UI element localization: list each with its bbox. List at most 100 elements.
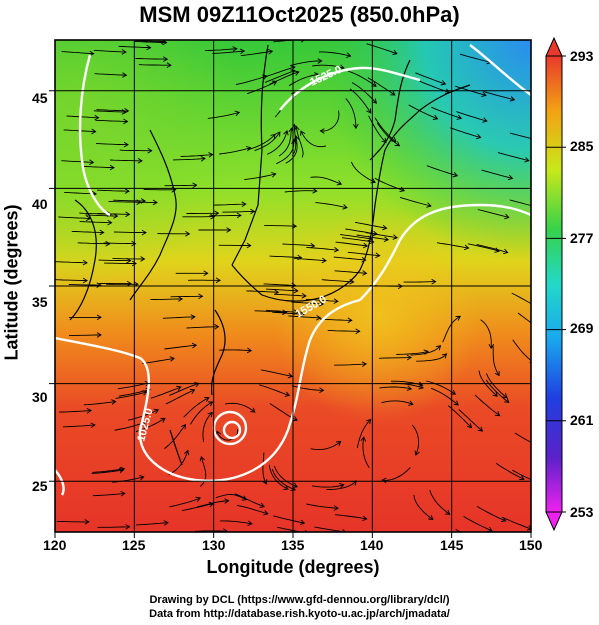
streamline — [61, 160, 94, 163]
streamline-arrow — [535, 304, 540, 308]
streamline-arrow — [208, 401, 214, 407]
streamline — [263, 283, 296, 287]
streamline-arrow — [184, 449, 190, 456]
streamline-arrow — [353, 123, 359, 130]
streamline — [319, 51, 351, 57]
streamline — [345, 98, 357, 129]
streamline-arrow — [287, 372, 294, 379]
streamline-arrow — [536, 138, 541, 143]
streamline-arrow — [166, 62, 172, 68]
streamline-arrow — [366, 108, 372, 114]
streamline — [512, 339, 531, 362]
streamline — [162, 316, 195, 319]
streamline-arrow — [440, 80, 447, 86]
streamline — [150, 298, 183, 301]
streamline — [356, 419, 371, 449]
colorbar-label-293: 293 — [570, 48, 594, 64]
streamline — [190, 401, 213, 425]
streamline — [413, 494, 434, 520]
streamline — [285, 135, 298, 164]
streamline-arrow — [234, 110, 241, 117]
streamline — [272, 311, 305, 315]
colorbar-bottom-arrow — [545, 511, 563, 532]
streamline — [485, 373, 508, 399]
streamline-arrow — [310, 242, 316, 249]
streamline — [71, 230, 104, 233]
geopotential-contours — [55, 44, 531, 496]
streamline-arrow — [152, 199, 158, 206]
streamline-arrow — [390, 90, 396, 96]
streamline-arrow — [464, 244, 470, 251]
streamline — [96, 189, 130, 192]
streamline-arrow — [284, 391, 291, 397]
streamline — [319, 318, 352, 321]
credit-line-1: Drawing by DCL (https://www.gfd-dennou.o… — [149, 594, 450, 606]
streamline-arrow — [294, 70, 300, 76]
x-tick-145: 145 — [440, 537, 464, 553]
streamline-arrow — [321, 257, 327, 264]
streamline-arrow — [507, 174, 514, 181]
streamline — [69, 334, 102, 336]
streamline — [108, 200, 141, 203]
streamline — [321, 279, 354, 283]
streamline — [204, 48, 237, 52]
streamline — [290, 60, 322, 67]
streamline — [512, 469, 531, 481]
streamline-arrow — [163, 56, 169, 62]
streamline — [429, 489, 450, 515]
streamline — [77, 242, 110, 245]
streamline-arrow — [246, 347, 253, 354]
streamline-arrow — [492, 391, 498, 397]
streamline — [236, 504, 268, 515]
streamline — [225, 402, 256, 413]
streamline — [79, 221, 112, 224]
streamline-arrow — [435, 345, 442, 351]
streamline — [376, 122, 400, 147]
streamline-arrow — [191, 342, 198, 349]
streamline — [340, 234, 372, 240]
streamline — [349, 88, 372, 114]
colorbar-fill — [545, 55, 563, 513]
streamline — [115, 391, 148, 399]
streamline — [312, 64, 345, 69]
grid-lines — [54, 40, 532, 532]
colorbar-label-277: 277 — [570, 230, 594, 246]
streamline — [467, 243, 500, 252]
streamline — [215, 493, 247, 501]
streamline-arrow — [180, 423, 186, 430]
streamline-arrow — [371, 98, 378, 104]
streamline — [282, 243, 315, 247]
streamline — [495, 462, 525, 480]
streamline-arrow — [355, 328, 361, 335]
streamline-arrow — [263, 510, 269, 516]
streamline-arrow — [124, 188, 130, 194]
streamline — [374, 177, 405, 192]
streamline — [300, 130, 327, 148]
streamline-arrow — [365, 418, 372, 425]
coastlines — [69, 44, 471, 466]
streamline-arrow — [361, 361, 367, 367]
streamline-arrow — [120, 490, 126, 497]
streamline-arrow — [382, 224, 388, 231]
streamline — [247, 133, 276, 151]
streamline — [278, 128, 292, 157]
streamline — [483, 91, 515, 101]
streamline-arrow — [185, 231, 191, 237]
streamline — [416, 353, 447, 362]
streamline — [94, 73, 127, 76]
streamline-arrow — [109, 164, 115, 171]
streamline-arrow — [423, 349, 429, 355]
streamline — [268, 464, 289, 490]
streamline — [492, 344, 500, 376]
streamline — [514, 432, 531, 443]
streamline — [164, 344, 197, 350]
axis-ticks — [49, 90, 532, 538]
streamline-arrow — [431, 278, 437, 285]
streamline-arrow — [96, 314, 102, 321]
streamline-arrow — [105, 240, 111, 247]
streamline-arrow — [372, 230, 378, 237]
streamline-arrow — [369, 238, 375, 245]
streamline-arrow — [342, 528, 347, 532]
streamline-arrow — [453, 400, 459, 406]
streamline — [246, 81, 277, 95]
